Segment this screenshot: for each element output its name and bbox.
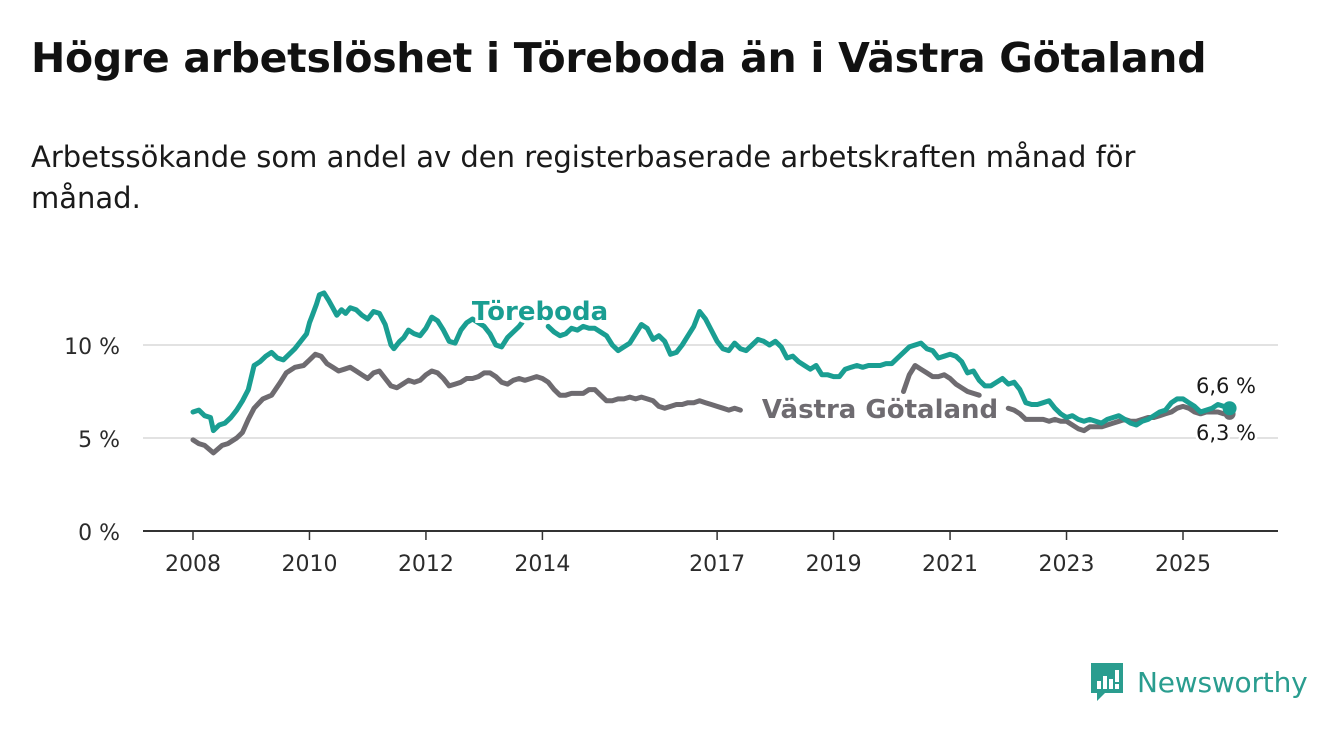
x-tick-label: 2025 [1155,552,1211,577]
label-layer: Töreboda Västra Götaland 6,6 % 6,3 % [469,294,1259,448]
axis-layer: 0 % 5 % 10 % 2008 2010 2012 2014 2017 2019 2021 20… [64,335,1278,577]
x-tick-label: 2012 [398,552,454,577]
x-tick-label: 2019 [806,552,862,577]
x-tick-label: 2014 [514,552,570,577]
series-layer [190,290,1237,456]
series-line-vastra-gotaland [190,351,743,456]
series-label-vastra-gotaland: Västra Götaland [762,395,998,425]
x-tick-label: 2021 [922,552,978,577]
x-tick-label: 2017 [689,552,745,577]
y-tick-label: 10 % [64,335,120,360]
y-tick-label: 0 % [78,521,120,546]
end-marker-toreboda [1222,401,1237,416]
series-line-toreboda [545,309,1233,428]
series-line-vastra-gotaland [1005,403,1233,434]
end-label-toreboda: 6,6 % [1196,374,1256,398]
newsworthy-logo-icon [1091,663,1123,701]
brand-name: Newsworthy [1137,665,1308,699]
x-tick-label: 2010 [281,552,337,577]
chart-subtitle: Arbetssökande som andel av den registerb… [31,140,1136,215]
end-label-vastra-gotaland: 6,3 % [1196,421,1256,445]
newsworthy-logo: Newsworthy [1089,661,1308,703]
x-tick-label: 2023 [1039,552,1095,577]
series-line-toreboda [190,290,525,434]
x-tick-label: 2008 [165,552,221,577]
chart-title: Högre arbetslöshet i Töreboda än i Västr… [31,34,1207,82]
y-tick-label: 5 % [78,428,120,453]
grid-layer [143,344,1278,439]
series-label-toreboda: Töreboda [472,297,608,327]
series-line-vastra-gotaland [901,363,982,398]
